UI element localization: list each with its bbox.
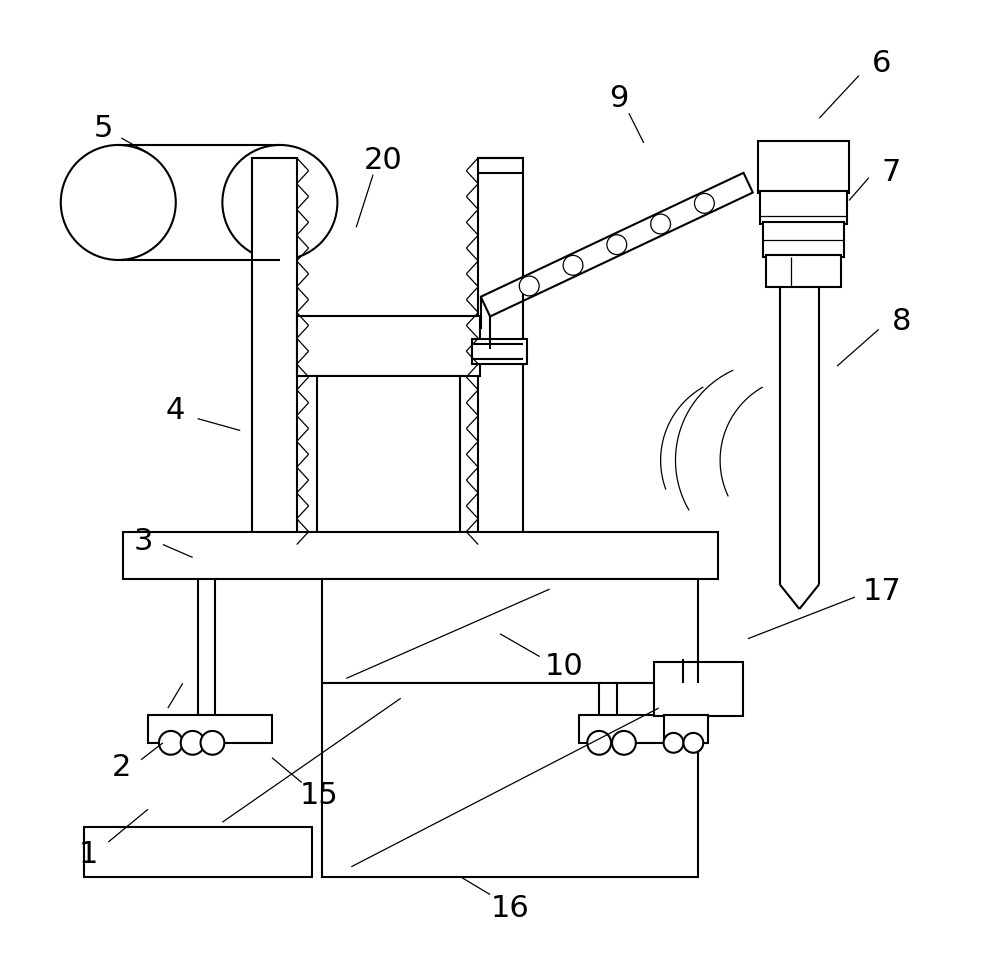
Bar <box>148 715 272 743</box>
Text: 5: 5 <box>94 114 113 143</box>
Bar <box>766 255 841 287</box>
Text: 10: 10 <box>545 652 584 681</box>
Circle shape <box>563 256 583 275</box>
Bar <box>478 158 523 545</box>
Bar <box>252 158 297 545</box>
Bar <box>763 222 844 257</box>
Circle shape <box>519 276 539 296</box>
Text: 3: 3 <box>133 527 153 556</box>
Text: 6: 6 <box>872 49 891 78</box>
Circle shape <box>587 731 611 755</box>
Bar <box>297 317 480 376</box>
Circle shape <box>181 731 205 755</box>
Bar <box>317 376 460 535</box>
Bar <box>322 579 698 683</box>
Bar <box>123 531 718 579</box>
Circle shape <box>159 731 183 755</box>
Text: 1: 1 <box>79 841 98 869</box>
Circle shape <box>651 214 671 234</box>
Circle shape <box>201 731 224 755</box>
Bar <box>664 715 708 743</box>
Bar <box>322 683 698 877</box>
Text: 17: 17 <box>862 576 901 606</box>
Text: 16: 16 <box>491 894 529 923</box>
Circle shape <box>222 145 337 260</box>
Text: 2: 2 <box>112 753 131 782</box>
Circle shape <box>694 193 714 214</box>
Circle shape <box>607 235 627 255</box>
Text: 8: 8 <box>892 307 911 336</box>
Circle shape <box>612 731 636 755</box>
Bar <box>760 190 847 224</box>
Circle shape <box>664 733 683 753</box>
Text: 7: 7 <box>882 158 901 187</box>
Text: 4: 4 <box>165 396 184 425</box>
Text: 15: 15 <box>300 781 339 809</box>
Circle shape <box>61 145 176 260</box>
Bar <box>579 715 688 743</box>
Text: 9: 9 <box>609 84 629 113</box>
Bar <box>331 533 441 564</box>
Bar <box>654 662 743 716</box>
Bar <box>84 827 312 877</box>
Text: 20: 20 <box>364 146 402 175</box>
Circle shape <box>683 733 703 753</box>
Bar <box>472 339 527 365</box>
Bar <box>758 141 849 192</box>
